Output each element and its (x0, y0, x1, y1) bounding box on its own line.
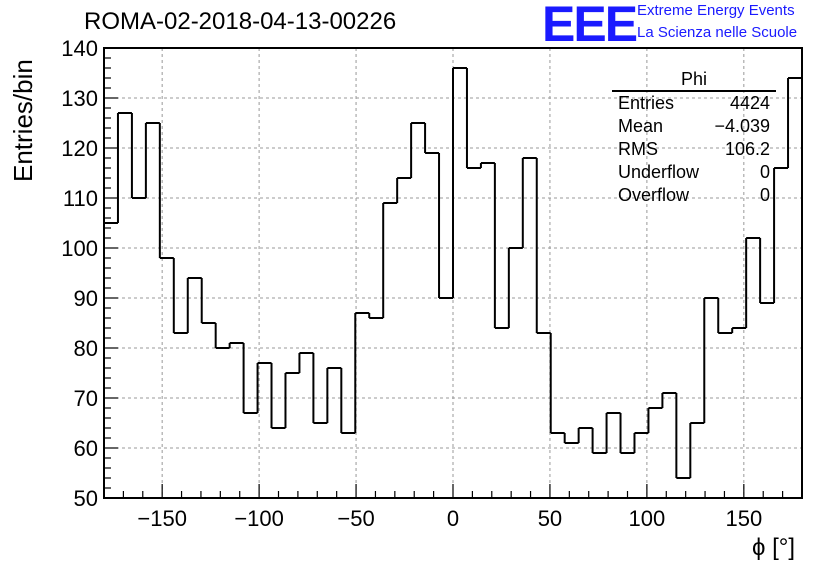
eee-logo: EEE (542, 0, 638, 52)
stats-box: Phi Entries 4424 Mean −4.039 RMS 106.2 U… (612, 68, 776, 207)
stats-label: Underflow (618, 162, 700, 182)
x-axis-label: ϕ [°] (752, 534, 796, 561)
stats-label: RMS (618, 139, 658, 159)
y-tick-label: 130 (61, 86, 98, 111)
stats-value: 0 (759, 185, 770, 205)
x-tick-label: −50 (337, 506, 374, 531)
stats-row-mean: Mean −4.039 (612, 115, 776, 138)
x-tick-label: 150 (725, 506, 762, 531)
logo-tagline-1: Extreme Energy Events (637, 2, 795, 19)
histogram-bins (104, 67, 802, 479)
stats-label: Entries (618, 93, 675, 113)
chart-title: ROMA-02-2018-04-13-00226 (84, 8, 397, 35)
y-tick-label: 140 (61, 36, 98, 61)
y-axis-label: Entries/bin (8, 59, 38, 182)
stats-value: −4.039 (714, 116, 770, 136)
stats-row-entries: Entries 4424 (612, 92, 776, 115)
stats-row-rms: RMS 106.2 (612, 138, 776, 161)
y-tick-label: 100 (61, 236, 98, 261)
y-tick-label: 120 (61, 136, 98, 161)
x-tick-label: 100 (629, 506, 666, 531)
stats-title: Phi (612, 68, 776, 92)
stats-value: 4424 (729, 93, 770, 113)
y-tick-label: 80 (74, 336, 98, 361)
y-tick-label: 90 (74, 286, 98, 311)
y-tick-label: 110 (63, 186, 98, 211)
x-tick-label: 0 (447, 506, 459, 531)
x-tick-label: −100 (234, 506, 284, 531)
y-tick-label: 60 (74, 436, 98, 461)
tick-labels: 50 60 70 80 90 100 110 120 130 140 −150 −100 −50 0 50 1… (61, 36, 762, 531)
y-tick-label: 50 (74, 486, 98, 511)
y-tick-label: 70 (74, 386, 98, 411)
x-tick-label: −150 (137, 506, 187, 531)
stats-label: Mean (618, 116, 664, 136)
axis-ticks (104, 47, 784, 499)
stats-row-underflow: Underflow 0 (612, 161, 776, 184)
stats-row-overflow: Overflow 0 (612, 184, 776, 207)
logo-tagline-2: La Scienza nelle Scuole (637, 24, 798, 41)
x-tick-label: 50 (538, 506, 562, 531)
stats-value: 0 (759, 162, 770, 182)
stats-label: Overflow (618, 185, 690, 205)
stats-value: 106.2 (724, 139, 770, 159)
